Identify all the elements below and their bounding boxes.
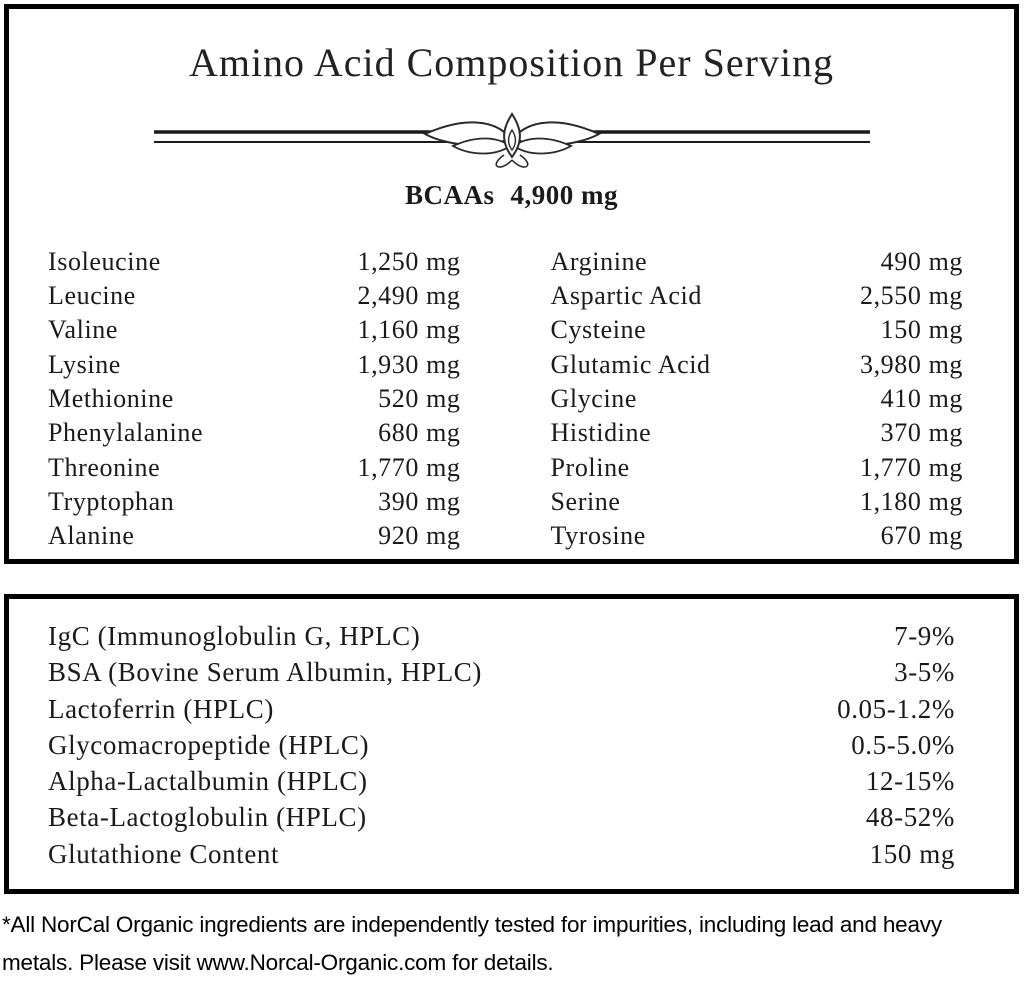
amino-name: Proline <box>550 452 630 482</box>
fraction-row: IgC (Immunoglobulin G, HPLC) 7-9% <box>48 618 955 654</box>
fraction-name: Alpha-Lactalbumin (HPLC) <box>48 766 368 797</box>
fraction-name: Glutathione Content <box>48 838 280 869</box>
amino-acid-panel: Amino Acid Composition Per Serving BCAAs… <box>4 4 1019 564</box>
lotus-flourish-icon <box>153 111 870 168</box>
amino-name: Tryptophan <box>48 486 175 516</box>
amino-amount: 520 mg <box>378 383 461 413</box>
protein-fractions-panel: IgC (Immunoglobulin G, HPLC) 7-9% BSA (B… <box>4 594 1019 894</box>
amino-name: Methionine <box>48 383 174 413</box>
amino-row: Alanine 920 mg <box>48 519 461 553</box>
amino-row: Leucine 2,490 mg <box>48 279 461 313</box>
fraction-value: 150 mg <box>869 838 955 869</box>
fraction-value: 7-9% <box>894 621 955 651</box>
fraction-name: Beta-Lactoglobulin (HPLC) <box>48 802 367 833</box>
amino-row: Glutamic Acid 3,980 mg <box>551 348 964 382</box>
fraction-value: 48-52% <box>865 802 955 833</box>
amino-row: Serine 1,180 mg <box>551 485 964 519</box>
amino-row: Tryptophan 390 mg <box>48 485 461 519</box>
amino-amount: 1,770 mg <box>357 452 461 482</box>
amino-row: Tyrosine 670 mg <box>551 519 964 553</box>
amino-acid-table: Isoleucine 1,250 mg Leucine 2,490 mg Val… <box>9 211 1014 554</box>
fraction-row: Lactoferrin (HPLC) 0.05-1.2% <box>48 691 955 727</box>
amino-amount: 680 mg <box>378 418 461 448</box>
amino-amount: 2,490 mg <box>357 281 461 311</box>
amino-column-right: Arginine 490 mg Aspartic Acid 2,550 mg C… <box>551 245 964 554</box>
amino-row: Aspartic Acid 2,550 mg <box>551 279 964 313</box>
bcaa-value: 4,900 mg <box>510 179 618 210</box>
fraction-row: BSA (Bovine Serum Albumin, HPLC) 3-5% <box>48 654 955 690</box>
amino-amount: 490 mg <box>880 246 963 276</box>
amino-amount: 1,160 mg <box>357 315 461 345</box>
bcaa-label: BCAAs <box>404 179 495 210</box>
footnote-line-1: *All NorCal Organic ingredients are inde… <box>2 912 942 937</box>
fraction-value: 0.5-5.0% <box>851 729 955 760</box>
amino-amount: 370 mg <box>880 418 963 448</box>
amino-amount: 1,930 mg <box>357 349 461 379</box>
amino-row: Cysteine 150 mg <box>551 313 964 347</box>
fraction-value: 3-5% <box>894 657 955 688</box>
amino-amount: 920 mg <box>378 521 461 551</box>
amino-amount: 1,770 mg <box>859 452 963 482</box>
amino-row: Proline 1,770 mg <box>551 451 964 485</box>
amino-name: Arginine <box>550 246 648 276</box>
amino-name: Valine <box>48 315 119 345</box>
fraction-row: Glycomacropeptide (HPLC) 0.5-5.0% <box>48 727 955 763</box>
fraction-name: Glycomacropeptide (HPLC) <box>48 729 370 760</box>
amino-name: Glycine <box>550 383 638 413</box>
amino-name: Serine <box>550 486 621 516</box>
fraction-name: IgC (Immunoglobulin G, HPLC) <box>48 621 421 651</box>
amino-name: Glutamic Acid <box>550 349 711 379</box>
fraction-row: Beta-Lactoglobulin (HPLC) 48-52% <box>48 799 955 835</box>
amino-row: Methionine 520 mg <box>48 382 461 416</box>
footnote-line-2: metals. Please visit www.Norcal-Organic.… <box>2 950 554 975</box>
amino-amount: 1,250 mg <box>357 246 461 276</box>
amino-name: Aspartic Acid <box>550 281 702 311</box>
amino-name: Cysteine <box>550 315 647 345</box>
amino-amount: 2,550 mg <box>859 281 963 311</box>
amino-name: Isoleucine <box>48 246 161 276</box>
bcaa-total: BCAAs 4,900 mg <box>9 180 1014 211</box>
amino-amount: 410 mg <box>880 383 963 413</box>
fraction-row: Alpha-Lactalbumin (HPLC) 12-15% <box>48 763 955 799</box>
amino-name: Tyrosine <box>550 521 646 551</box>
amino-name: Phenylalanine <box>48 418 204 448</box>
protein-fractions-table: IgC (Immunoglobulin G, HPLC) 7-9% BSA (B… <box>9 599 1014 872</box>
footnote: *All NorCal Organic ingredients are inde… <box>2 906 1022 982</box>
amino-name: Leucine <box>48 281 136 311</box>
fraction-value: 12-15% <box>865 766 955 797</box>
amino-column-left: Isoleucine 1,250 mg Leucine 2,490 mg Val… <box>48 245 461 554</box>
amino-name: Threonine <box>48 452 161 482</box>
amino-row: Isoleucine 1,250 mg <box>48 245 461 279</box>
amino-amount: 150 mg <box>880 315 963 345</box>
amino-amount: 3,980 mg <box>859 349 963 379</box>
amino-row: Arginine 490 mg <box>551 245 964 279</box>
amino-name: Histidine <box>550 418 652 448</box>
amino-row: Histidine 370 mg <box>551 416 964 450</box>
fraction-row: Glutathione Content 150 mg <box>48 836 955 872</box>
amino-amount: 670 mg <box>880 521 963 551</box>
amino-row: Valine 1,160 mg <box>48 313 461 347</box>
amino-amount: 390 mg <box>378 486 461 516</box>
page-title: Amino Acid Composition Per Serving <box>188 40 835 85</box>
fraction-name: Lactoferrin (HPLC) <box>48 693 274 724</box>
amino-name: Lysine <box>48 349 121 379</box>
fraction-name: BSA (Bovine Serum Albumin, HPLC) <box>48 657 482 688</box>
amino-row: Glycine 410 mg <box>551 382 964 416</box>
amino-amount: 1,180 mg <box>859 486 963 516</box>
amino-row: Lysine 1,930 mg <box>48 348 461 382</box>
amino-row: Phenylalanine 680 mg <box>48 416 461 450</box>
amino-name: Alanine <box>48 521 135 551</box>
fraction-value: 0.05-1.2% <box>837 693 955 724</box>
amino-row: Threonine 1,770 mg <box>48 451 461 485</box>
